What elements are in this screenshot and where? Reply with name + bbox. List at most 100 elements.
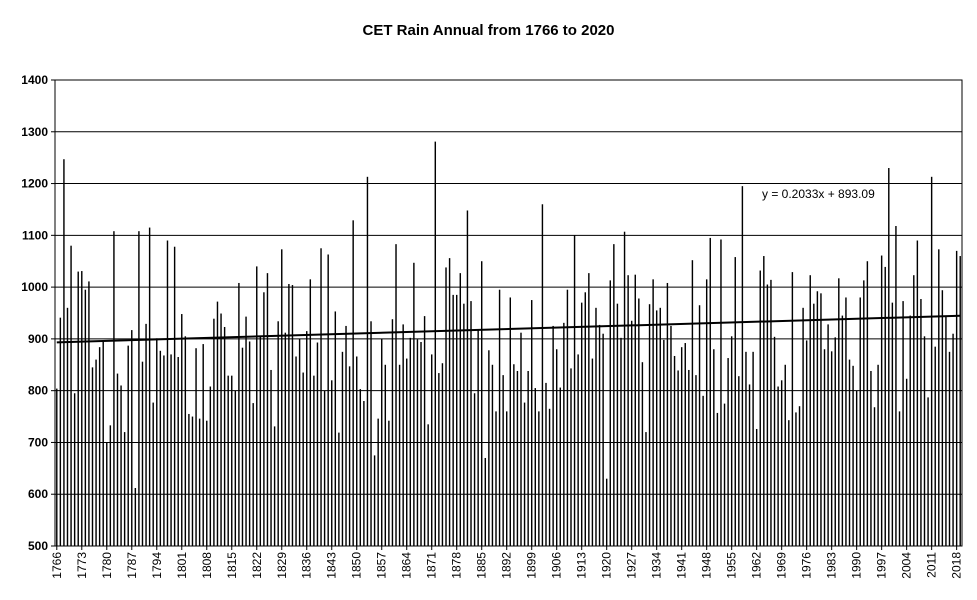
bar-1783 (116, 373, 119, 546)
bar-1941 (680, 347, 683, 546)
bar-1873 (438, 373, 440, 546)
bar-1980 (820, 293, 822, 546)
bar-2000 (891, 302, 894, 546)
bar-1955 (730, 336, 733, 546)
bar-2008 (920, 299, 922, 546)
y-tick-label: 500 (28, 539, 48, 553)
bar-1993 (866, 261, 869, 546)
bar-1833 (295, 356, 297, 546)
bar-2019 (959, 256, 961, 546)
bar-1979 (816, 291, 819, 546)
bar-1982 (827, 324, 829, 546)
bar-1991 (859, 297, 861, 546)
bar-1845 (338, 432, 340, 546)
bar-1909 (566, 289, 569, 546)
x-tick-label: 1843 (325, 552, 339, 579)
bar-1923 (616, 303, 619, 546)
bar-1876 (448, 258, 451, 546)
bar-1844 (334, 311, 337, 546)
bar-1843 (331, 380, 333, 546)
bar-1776 (91, 367, 94, 546)
bar-1986 (841, 315, 844, 546)
bars (56, 141, 961, 547)
bar-1814 (227, 375, 229, 546)
bar-1808 (206, 420, 208, 546)
bar-2006 (913, 275, 915, 546)
bar-1842 (327, 254, 329, 547)
y-tick-label: 700 (28, 435, 48, 449)
bar-1847 (345, 325, 347, 546)
bar-1801 (181, 314, 183, 546)
bar-1932 (648, 304, 651, 546)
bar-1774 (84, 289, 87, 546)
bar-1819 (245, 316, 247, 546)
bar-1889 (495, 411, 497, 546)
bar-1914 (584, 292, 586, 546)
x-tick-label: 2004 (900, 552, 914, 579)
bar-1780 (106, 442, 108, 546)
bar-1781 (109, 425, 112, 546)
bar-1911 (573, 235, 576, 546)
bar-1822 (256, 266, 258, 546)
trendline (56, 314, 961, 344)
bar-1773 (81, 271, 83, 546)
bar-1919 (602, 333, 604, 546)
bar-1830 (284, 332, 287, 546)
bar-1792 (148, 227, 151, 546)
bar-1891 (502, 375, 504, 546)
bar-1777 (95, 359, 97, 546)
bar-1854 (370, 321, 372, 546)
bar-1810 (213, 318, 215, 546)
x-tick-label: 1850 (350, 552, 364, 579)
x-tick-label: 1976 (800, 552, 814, 579)
bar-1796 (163, 355, 165, 546)
bar-1952 (720, 239, 722, 547)
bar-1804 (191, 416, 194, 546)
bar-1961 (752, 351, 754, 546)
bar-1984 (834, 337, 836, 546)
bar-1985 (838, 278, 840, 546)
bar-1916 (591, 358, 594, 546)
trendline-equation: y = 0.2033x + 893.09 (762, 187, 875, 201)
bar-1905 (552, 325, 554, 546)
y-tick-label: 900 (28, 332, 48, 346)
bar-1899 (531, 300, 533, 546)
bar-1895 (516, 370, 519, 546)
bar-2013 (938, 249, 940, 546)
bar-2004 (905, 378, 908, 546)
bar-1968 (777, 386, 779, 546)
bar-1901 (538, 411, 540, 546)
bar-1791 (145, 323, 147, 546)
bar-1771 (73, 393, 76, 546)
bar-1770 (70, 245, 72, 546)
bar-2001 (895, 226, 897, 546)
bar-1890 (498, 289, 501, 546)
bar-1964 (763, 256, 765, 546)
bar-1871 (431, 354, 433, 546)
bar-1893 (509, 297, 511, 546)
bar-1807 (202, 344, 204, 546)
bar-1912 (577, 354, 579, 546)
bar-1824 (263, 292, 265, 546)
bar-1915 (588, 273, 590, 546)
bar-1973 (795, 412, 797, 546)
bar-1950 (713, 349, 715, 546)
bar-1861 (395, 244, 397, 546)
bar-1775 (88, 281, 90, 546)
bar-1928 (634, 274, 636, 546)
x-tick-label: 1990 (850, 552, 864, 579)
bar-1883 (473, 393, 476, 546)
bar-2016 (948, 351, 951, 546)
bar-1956 (734, 257, 736, 546)
bar-2011 (930, 176, 933, 546)
bar-1885 (481, 261, 483, 546)
bar-1881 (466, 210, 469, 547)
bar-1921 (609, 280, 611, 546)
bar-1853 (366, 176, 369, 546)
bar-1886 (484, 457, 487, 546)
bar-1838 (313, 375, 315, 546)
bar-1797 (166, 240, 169, 546)
bar-1795 (159, 350, 162, 546)
x-tick-label: 1885 (475, 552, 489, 579)
bar-1821 (252, 403, 254, 546)
